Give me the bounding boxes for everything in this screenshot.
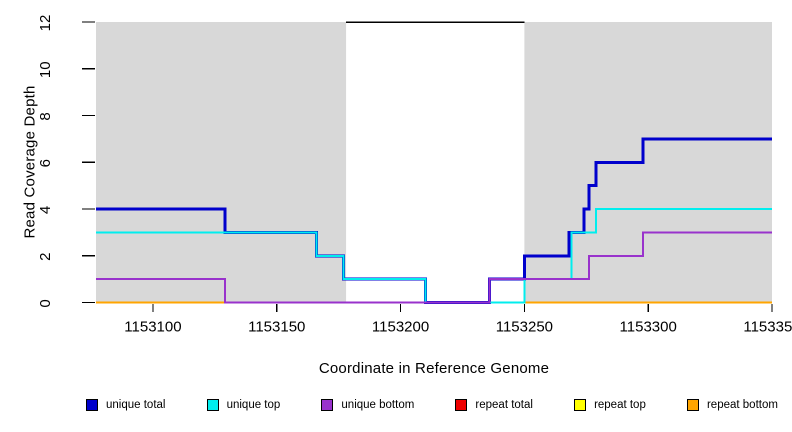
legend-swatch-icon — [686, 399, 699, 411]
shaded-region-unique-region-right — [524, 22, 772, 303]
chart-legend: unique total unique top unique bottom repea… — [86, 399, 778, 411]
legend-item-unique-bottom: unique bottom — [321, 399, 414, 411]
legend-label: repeat top — [594, 399, 646, 411]
x-tick-label: 1153150 — [248, 319, 305, 336]
legend-swatch-icon — [321, 399, 334, 411]
y-tick-label: 12 — [37, 15, 54, 32]
x-tick-label: 1153250 — [496, 319, 553, 336]
series-unique-bottom — [96, 231, 772, 304]
legend-item-repeat-total: repeat total — [455, 399, 533, 411]
x-tick-label: 1153100 — [124, 319, 181, 336]
y-tick-label: 8 — [37, 112, 54, 120]
y-tick-label: 0 — [37, 299, 54, 307]
legend-item-unique-top: unique top — [206, 399, 281, 411]
y-tick-label: 10 — [37, 61, 54, 78]
legend-label: unique total — [106, 399, 166, 411]
legend-label: repeat bottom — [706, 399, 778, 411]
legend-swatch-icon — [206, 399, 219, 411]
legend-label: unique bottom — [341, 399, 415, 411]
x-axis-title: Coordinate in Reference Genome — [318, 360, 550, 377]
y-axis-title: Read Coverage Depth — [21, 85, 39, 239]
legend-swatch-icon — [86, 399, 98, 411]
legend-item-unique-total: unique total — [86, 399, 165, 411]
legend-label: repeat total — [475, 399, 533, 411]
legend-swatch-icon — [455, 399, 468, 411]
y-tick-label: 4 — [37, 206, 54, 214]
x-tick-label: 1153200 — [372, 319, 429, 336]
x-tick-label: 1153300 — [620, 319, 677, 336]
legend-item-repeat-bottom: repeat bottom — [686, 399, 778, 411]
legend-label: unique top — [226, 399, 281, 411]
y-tick-label: 6 — [37, 159, 54, 167]
legend-swatch-icon — [574, 399, 587, 411]
legend-item-repeat-top: repeat top — [574, 399, 646, 411]
y-tick-label: 2 — [37, 253, 54, 261]
shaded-region-unique-region-left — [96, 22, 347, 303]
